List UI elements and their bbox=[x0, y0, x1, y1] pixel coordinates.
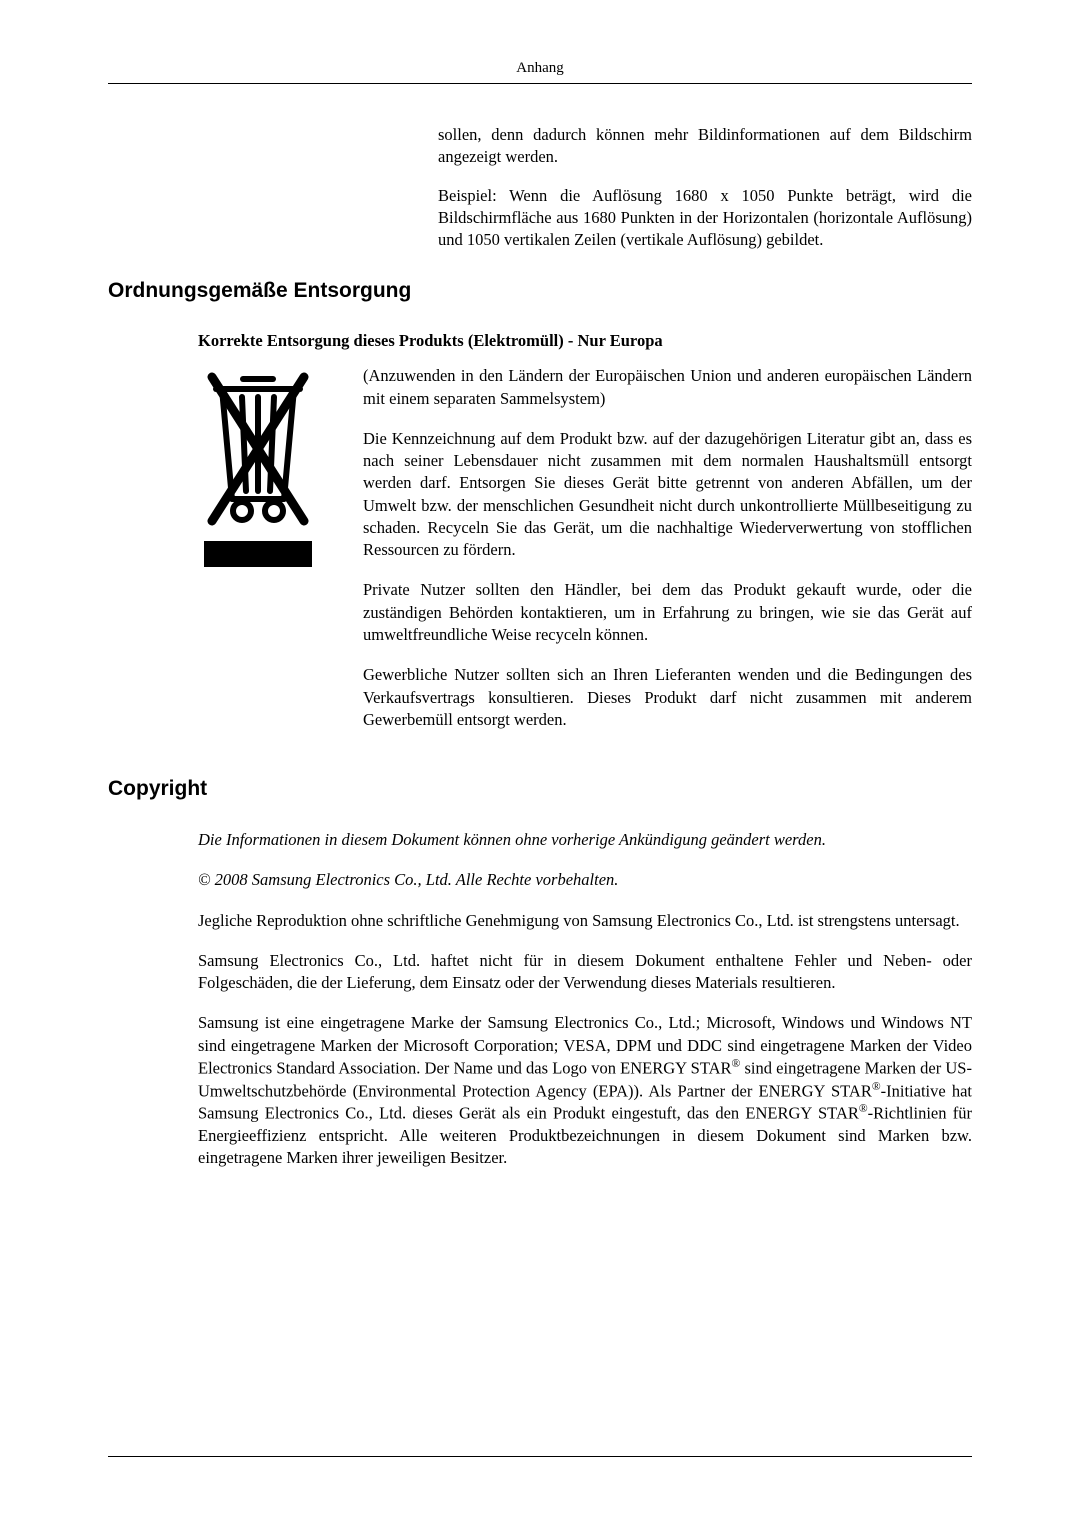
disposal-paragraph: Die Kennzeichnung auf dem Produkt bzw. a… bbox=[363, 428, 972, 562]
definition-paragraph: Beispiel: Wenn die Auflösung 1680 x 1050… bbox=[438, 185, 972, 252]
footer-rule bbox=[108, 1456, 972, 1457]
disposal-subheading: Korrekte Entsorgung dieses Produkts (Ele… bbox=[198, 331, 972, 351]
registered-symbol: ® bbox=[859, 1103, 868, 1115]
definition-paragraph: sollen, denn dadurch können mehr Bildinf… bbox=[438, 124, 972, 169]
copyright-paragraph: Die Informationen in diesem Dokument kön… bbox=[198, 829, 972, 851]
disposal-icon-column bbox=[198, 365, 363, 571]
registered-symbol: ® bbox=[732, 1058, 741, 1070]
disposal-paragraph: (Anzuwenden in den Ländern der Europäisc… bbox=[363, 365, 972, 410]
disposal-text-column: (Anzuwenden in den Ländern der Europäisc… bbox=[363, 365, 972, 749]
copyright-paragraph: Samsung ist eine eingetragene Marke der … bbox=[198, 1012, 972, 1169]
disposal-content: (Anzuwenden in den Ländern der Europäisc… bbox=[198, 365, 972, 749]
definition-continuation: sollen, denn dadurch können mehr Bildinf… bbox=[438, 124, 972, 251]
page-header: Anhang bbox=[108, 60, 972, 84]
copyright-heading: Copyright bbox=[108, 777, 972, 801]
copyright-paragraph: © 2008 Samsung Electronics Co., Ltd. All… bbox=[198, 869, 972, 891]
registered-symbol: ® bbox=[872, 1081, 881, 1093]
copyright-paragraph: Samsung Electronics Co., Ltd. haftet nic… bbox=[198, 950, 972, 995]
copyright-section: Die Informationen in diesem Dokument kön… bbox=[198, 829, 972, 1170]
disposal-paragraph: Gewerbliche Nutzer sollten sich an Ihren… bbox=[363, 664, 972, 731]
copyright-paragraph: Jegliche Reproduktion ohne schriftliche … bbox=[198, 910, 972, 932]
disposal-paragraph: Private Nutzer sollten den Händler, bei … bbox=[363, 579, 972, 646]
disposal-section: Korrekte Entsorgung dieses Produkts (Ele… bbox=[198, 331, 972, 749]
weee-bin-icon bbox=[198, 371, 318, 571]
header-title: Anhang bbox=[516, 60, 564, 76]
disposal-heading: Ordnungsgemäße Entsorgung bbox=[108, 279, 972, 303]
